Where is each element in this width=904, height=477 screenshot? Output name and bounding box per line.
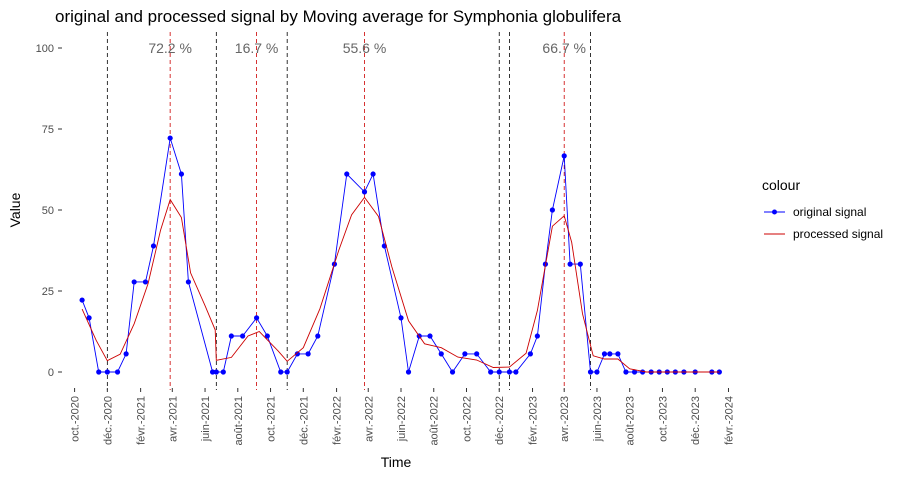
x-tick-label-11: août-2022: [429, 396, 441, 446]
data-point-0-8: [150, 243, 157, 249]
y-tick-label-2: 50: [42, 205, 54, 217]
x-tick-label-15: avr.-2023: [559, 396, 571, 442]
data-point-0-11: [185, 279, 192, 285]
y-tick-label-3: 75: [42, 124, 54, 136]
data-point-0-41: [527, 351, 533, 357]
x-tick-label-10: juin-2022: [396, 396, 408, 442]
x-tick-label-17: août-2023: [625, 396, 637, 446]
data-point-0-30: [405, 369, 412, 375]
data-point-0-2: [96, 369, 102, 375]
data-point-0-52: [615, 351, 621, 357]
annotation-0: 72.2 %: [148, 40, 192, 56]
annotation-3: 66.7 %: [542, 40, 586, 56]
data-point-0-9: [167, 135, 173, 141]
y-tick-label-4: 100: [36, 43, 54, 55]
data-point-0-25: [344, 171, 350, 177]
data-point-0-16: [240, 333, 246, 339]
data-point-0-50: [601, 351, 608, 357]
y-axis-title: Value: [7, 192, 23, 227]
x-tick-label-9: avr.-2022: [363, 396, 375, 442]
data-point-0-27: [370, 171, 376, 177]
data-point-0-0: [79, 297, 85, 303]
legend-label-processed: processed signal: [793, 227, 883, 241]
data-point-0-12: [209, 369, 216, 375]
data-point-0-15: [228, 333, 234, 339]
legend-key-original-point: [772, 209, 777, 215]
y-tick-label-1: 25: [42, 286, 54, 298]
data-point-0-49: [594, 369, 600, 375]
chart-title: original and processed signal by Moving …: [55, 7, 622, 26]
data-point-0-46: [567, 261, 573, 267]
data-point-0-23: [315, 333, 321, 339]
x-tick-label-6: oct.-2021: [266, 396, 278, 442]
x-tick-label-13: déc.-2022: [494, 396, 506, 445]
data-point-0-13: [213, 369, 219, 375]
data-point-0-47: [577, 261, 583, 267]
data-point-0-21: [294, 351, 300, 357]
data-point-0-34: [449, 369, 456, 375]
data-point-0-38: [496, 369, 502, 375]
x-tick-label-14: févr.-2023: [528, 396, 540, 445]
data-point-0-14: [220, 369, 226, 375]
data-point-0-18: [264, 333, 270, 339]
data-point-0-20: [284, 369, 290, 375]
annotation-2: 55.6 %: [343, 40, 387, 56]
x-tick-label-0: oct.-2020: [70, 396, 82, 442]
data-point-0-33: [438, 351, 444, 357]
x-tick-label-5: août-2021: [233, 396, 245, 446]
data-point-0-1: [86, 315, 92, 321]
data-point-0-42: [534, 333, 540, 339]
legend: colour original signal processed signal: [762, 177, 883, 241]
annotation-1: 16.7 %: [235, 40, 279, 56]
data-point-0-48: [587, 369, 594, 375]
data-point-0-3: [104, 369, 110, 375]
data-point-0-40: [513, 369, 519, 375]
data-point-0-26: [361, 189, 368, 195]
data-point-0-32: [427, 333, 433, 339]
data-point-0-22: [305, 351, 311, 357]
x-tick-label-2: févr.-2021: [136, 396, 148, 445]
data-point-0-51: [607, 351, 613, 357]
series-line-1: [81, 196, 720, 373]
x-tick-label-12: oct.-2022: [461, 396, 473, 442]
x-tick-label-18: oct.-2023: [657, 396, 669, 442]
y-tick-label-0: 0: [48, 367, 54, 379]
series-line-0: [81, 137, 720, 373]
data-point-0-36: [474, 351, 480, 357]
data-point-0-37: [488, 369, 494, 375]
legend-title: colour: [762, 177, 800, 193]
x-tick-label-20: févr.-2024: [723, 396, 735, 445]
data-point-0-35: [462, 351, 468, 357]
data-point-0-29: [398, 315, 404, 321]
x-tick-label-19: déc.-2023: [690, 396, 702, 445]
x-tick-label-7: déc.-2021: [298, 396, 310, 445]
x-axis-title: Time: [381, 454, 412, 470]
data-point-0-44: [549, 207, 555, 213]
legend-label-original: original signal: [793, 205, 866, 219]
data-point-0-5: [123, 351, 129, 357]
plot-area: 0 25 50 75 100 oct.-2020 déc.-2020 févr.-2021 av…: [36, 32, 735, 446]
data-point-0-4: [114, 369, 121, 375]
x-tick-label-4: juin-2021: [200, 396, 212, 442]
data-point-0-7: [142, 279, 149, 285]
data-point-0-39: [506, 369, 513, 375]
data-point-0-45: [561, 153, 567, 159]
data-point-0-19: [278, 369, 284, 375]
data-point-0-6: [131, 279, 137, 285]
data-point-0-54: [631, 369, 638, 375]
x-tick-label-8: févr.-2022: [332, 396, 344, 445]
x-tick-label-16: juin-2023: [592, 396, 604, 442]
data-point-0-53: [623, 369, 629, 375]
x-tick-label-3: avr.-2021: [167, 396, 179, 442]
data-point-0-17: [253, 315, 260, 321]
x-tick-label-1: déc.-2020: [102, 396, 114, 445]
data-point-0-10: [178, 171, 185, 177]
